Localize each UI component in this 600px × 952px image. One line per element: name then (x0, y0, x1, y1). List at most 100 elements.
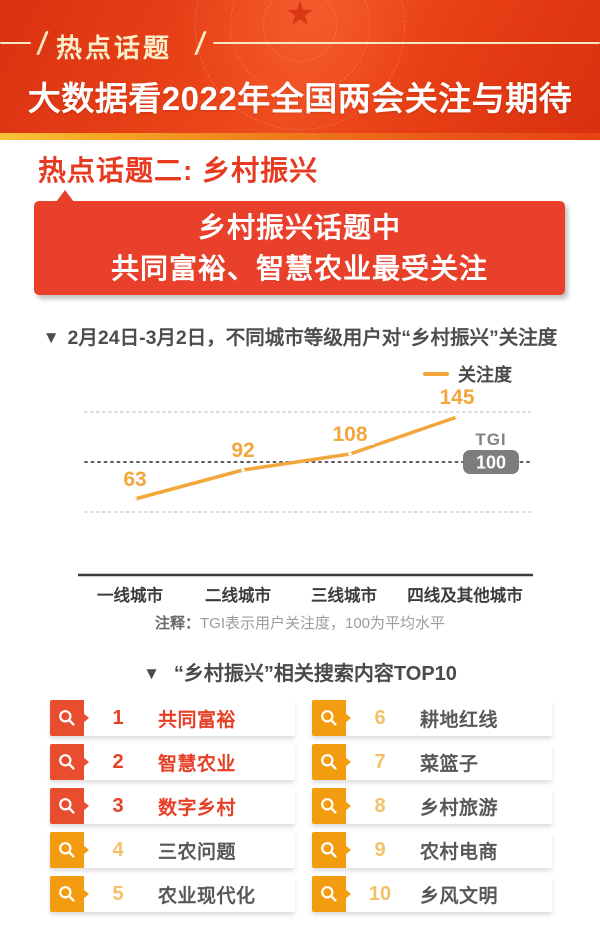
x-axis-label: 二线城市 (205, 585, 271, 605)
rank-number: 2 (112, 750, 124, 773)
label-halo (111, 468, 159, 490)
slash-icon (194, 31, 207, 55)
label-halo (326, 423, 374, 445)
list-item: 7 菜篮子 (312, 744, 552, 780)
key-finding-callout: 乡村振兴话题中 共同富裕、智慧农业最受关注 (34, 190, 565, 295)
rank-number: 10 (368, 882, 392, 905)
badge-notch-icon (345, 757, 351, 767)
triangle-marker-icon: ▼ (143, 664, 160, 683)
data-point (133, 497, 137, 501)
list-item: 10 乡风文明 (312, 876, 552, 912)
page-title: 大数据看2022年全国两会关注与期待 (27, 80, 573, 117)
badge-notch-icon (83, 713, 89, 723)
top10-heading-text: “乡村振兴”相关搜索内容TOP10 (173, 663, 457, 685)
search-term: 共同富裕 (158, 709, 237, 731)
rank-number: 8 (374, 794, 386, 817)
chart-note: 注释：TGI表示用户关注度，100为平均水平 (0, 612, 600, 633)
x-axis-label: 三线城市 (311, 585, 377, 605)
list-item: 8 乡村旅游 (312, 788, 552, 824)
page-header: ★ 热点话题 大数据看2022年全国两会关注与期待 (0, 0, 600, 133)
rank-number: 1 (112, 706, 124, 729)
gradient-divider (0, 133, 600, 140)
topic-badge: 热点话题 (0, 28, 600, 63)
badge-notch-icon (83, 889, 89, 899)
note-text: TGI表示用户关注度，100为平均水平 (199, 615, 446, 632)
search-icon-badge (312, 788, 351, 824)
rank-number: 7 (374, 750, 386, 773)
list-item-bar: 6 耕地红线 (346, 700, 552, 736)
value-label: 145 (439, 386, 474, 409)
search-term: 智慧农业 (158, 753, 237, 775)
tgi-value: 100 (476, 453, 506, 473)
list-item-bar: 7 菜篮子 (346, 744, 552, 780)
badge-notch-icon (83, 801, 89, 811)
callout-line-1: 乡村振兴话题中 (197, 212, 401, 243)
search-icon (321, 886, 337, 902)
badge-label: 热点话题 (56, 33, 173, 63)
legend-label: 关注度 (458, 365, 512, 385)
search-icon (321, 710, 337, 726)
badge-notch-icon (345, 845, 351, 855)
data-point (348, 452, 352, 456)
tgi-value-badge (463, 450, 519, 474)
label-halo (219, 439, 267, 461)
list-item-bar: 9 农村电商 (346, 832, 552, 868)
list-item: 3 数字乡村 (50, 788, 295, 824)
rank-number: 9 (374, 838, 386, 861)
search-icon (321, 798, 337, 814)
rank-number: 3 (112, 794, 124, 817)
list-item-bar: 10 乡风文明 (346, 876, 552, 912)
triangle-marker-icon: ▼ (42, 328, 60, 347)
list-item-bar: 2 智慧农业 (84, 744, 295, 780)
callout-line-2: 共同富裕、智慧农业最受关注 (110, 253, 488, 284)
value-label: 108 (332, 423, 367, 446)
chart-heading: ▼ 2月24日-3月2日，不同城市等级用户对“乡村振兴”关注度 (0, 321, 600, 350)
data-point (455, 415, 459, 419)
list-item: 1 共同富裕 (50, 700, 295, 736)
list-item-bar: 8 乡村旅游 (346, 788, 552, 824)
x-axis-label: 一线城市 (97, 585, 163, 605)
search-icon (59, 798, 75, 814)
list-item: 5 农业现代化 (50, 876, 295, 912)
search-term: 农村电商 (420, 841, 499, 863)
chart-legend: 关注度 (423, 361, 512, 387)
search-icon (59, 710, 75, 726)
legend-line-swatch (423, 372, 449, 376)
search-icon (321, 754, 337, 770)
search-icon (321, 842, 337, 858)
list-item-bar: 3 数字乡村 (84, 788, 295, 824)
search-icon (59, 886, 75, 902)
search-term: 数字乡村 (158, 797, 237, 819)
search-term: 乡村旅游 (420, 797, 499, 819)
chart-heading-text: 2月24日-3月2日，不同城市等级用户对“乡村振兴”关注度 (67, 327, 558, 349)
attention-line (133, 415, 459, 501)
search-icon-badge (50, 876, 89, 912)
badge-notch-icon (345, 801, 351, 811)
value-label: 63 (123, 468, 146, 491)
list-item: 4 三农问题 (50, 832, 295, 868)
label-halo (433, 386, 481, 408)
badge-line (0, 42, 31, 44)
value-label: 92 (231, 439, 254, 462)
rank-number: 6 (374, 706, 386, 729)
list-item-bar: 4 三农问题 (84, 832, 295, 868)
search-icon (59, 754, 75, 770)
list-item: 9 农村电商 (312, 832, 552, 868)
search-icon-badge (50, 788, 89, 824)
search-term: 乡风文明 (420, 885, 499, 907)
top10-col-right: 6 耕地红线 7 菜篮子 8 乡村旅游 9 农村电商 10 乡风文明 (312, 700, 552, 920)
list-item: 2 智慧农业 (50, 744, 295, 780)
rank-number: 4 (112, 838, 124, 861)
section-title: 热点话题二: 乡村振兴 (38, 155, 319, 186)
x-axis-label: 四线及其他城市 (407, 585, 523, 605)
note-prefix: 注释： (154, 615, 200, 632)
badge-line (213, 42, 600, 44)
list-item-bar: 5 农业现代化 (84, 876, 295, 912)
search-icon-badge (50, 832, 89, 868)
rank-number: 5 (112, 882, 124, 905)
badge-notch-icon (83, 845, 89, 855)
search-icon-badge (50, 744, 89, 780)
search-term: 三农问题 (158, 841, 237, 863)
search-icon-badge (312, 744, 351, 780)
